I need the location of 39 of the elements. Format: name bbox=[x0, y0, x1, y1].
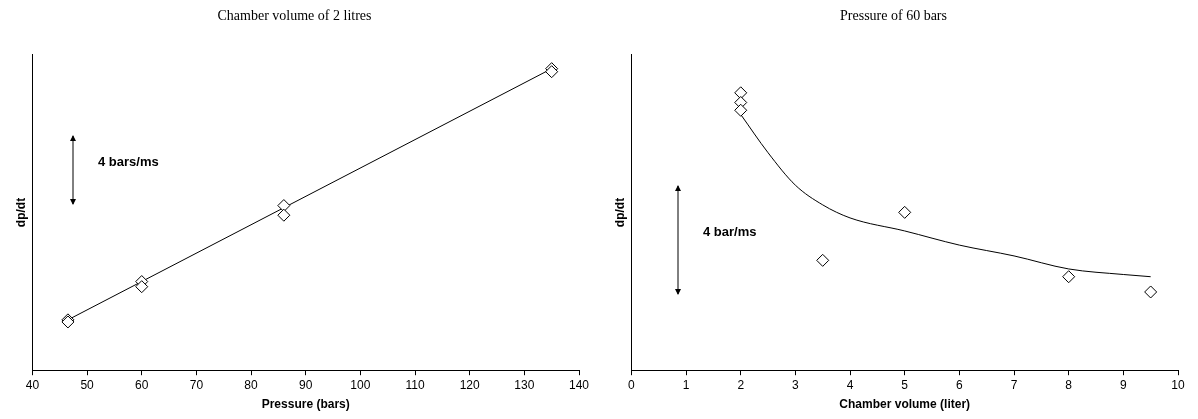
x-tick-label: 0 bbox=[628, 377, 636, 392]
point bbox=[1062, 270, 1076, 284]
x-tick-label: 40 bbox=[25, 377, 40, 392]
point bbox=[277, 199, 291, 213]
x-axis-title: Chamber volume (liter) bbox=[839, 397, 971, 412]
x-tick-label: 110 bbox=[405, 377, 425, 392]
x-tick-label: 90 bbox=[299, 377, 313, 392]
x-tick-label: 120 bbox=[459, 377, 481, 392]
x-tick-label: 4 bbox=[846, 377, 854, 392]
x-tick-label: 8 bbox=[1065, 377, 1073, 392]
annotation: 4 bars/ms bbox=[98, 153, 159, 169]
x-tick-label: 70 bbox=[189, 377, 204, 392]
x-tick-label: 50 bbox=[80, 377, 95, 392]
y-axis-title: dp/dt bbox=[612, 197, 627, 228]
chart-title: Pressure of 60 bars bbox=[840, 8, 947, 24]
x-tick-label: 10 bbox=[1171, 377, 1185, 392]
point bbox=[1144, 285, 1158, 299]
x-tick-label: 140 bbox=[568, 377, 590, 392]
x-axis-title: Pressure (bars) bbox=[261, 397, 350, 412]
x-tick-label: 9 bbox=[1120, 377, 1127, 392]
x-tick-label: 60 bbox=[135, 377, 149, 392]
x-tick-label: 80 bbox=[244, 377, 259, 392]
x-tick-label: 6 bbox=[956, 377, 964, 392]
point bbox=[135, 280, 149, 294]
point bbox=[277, 208, 291, 222]
annotation: 4 bar/ms bbox=[703, 223, 757, 239]
x-tick-label: 7 bbox=[1010, 377, 1018, 392]
x-tick-label: 1 bbox=[682, 377, 690, 392]
point bbox=[898, 205, 912, 219]
x-tick-label: 2 bbox=[737, 377, 745, 392]
x-tick-label: 100 bbox=[350, 377, 371, 392]
point bbox=[734, 86, 748, 100]
x-tick-label: 5 bbox=[901, 377, 909, 392]
x-tick-label: 3 bbox=[792, 377, 800, 392]
chart-title: Chamber volume of 2 litres bbox=[217, 8, 372, 24]
point bbox=[734, 103, 748, 117]
x-tick-label: 130 bbox=[514, 377, 535, 392]
point bbox=[816, 253, 830, 267]
y-axis-title: dp/dt bbox=[13, 197, 28, 228]
